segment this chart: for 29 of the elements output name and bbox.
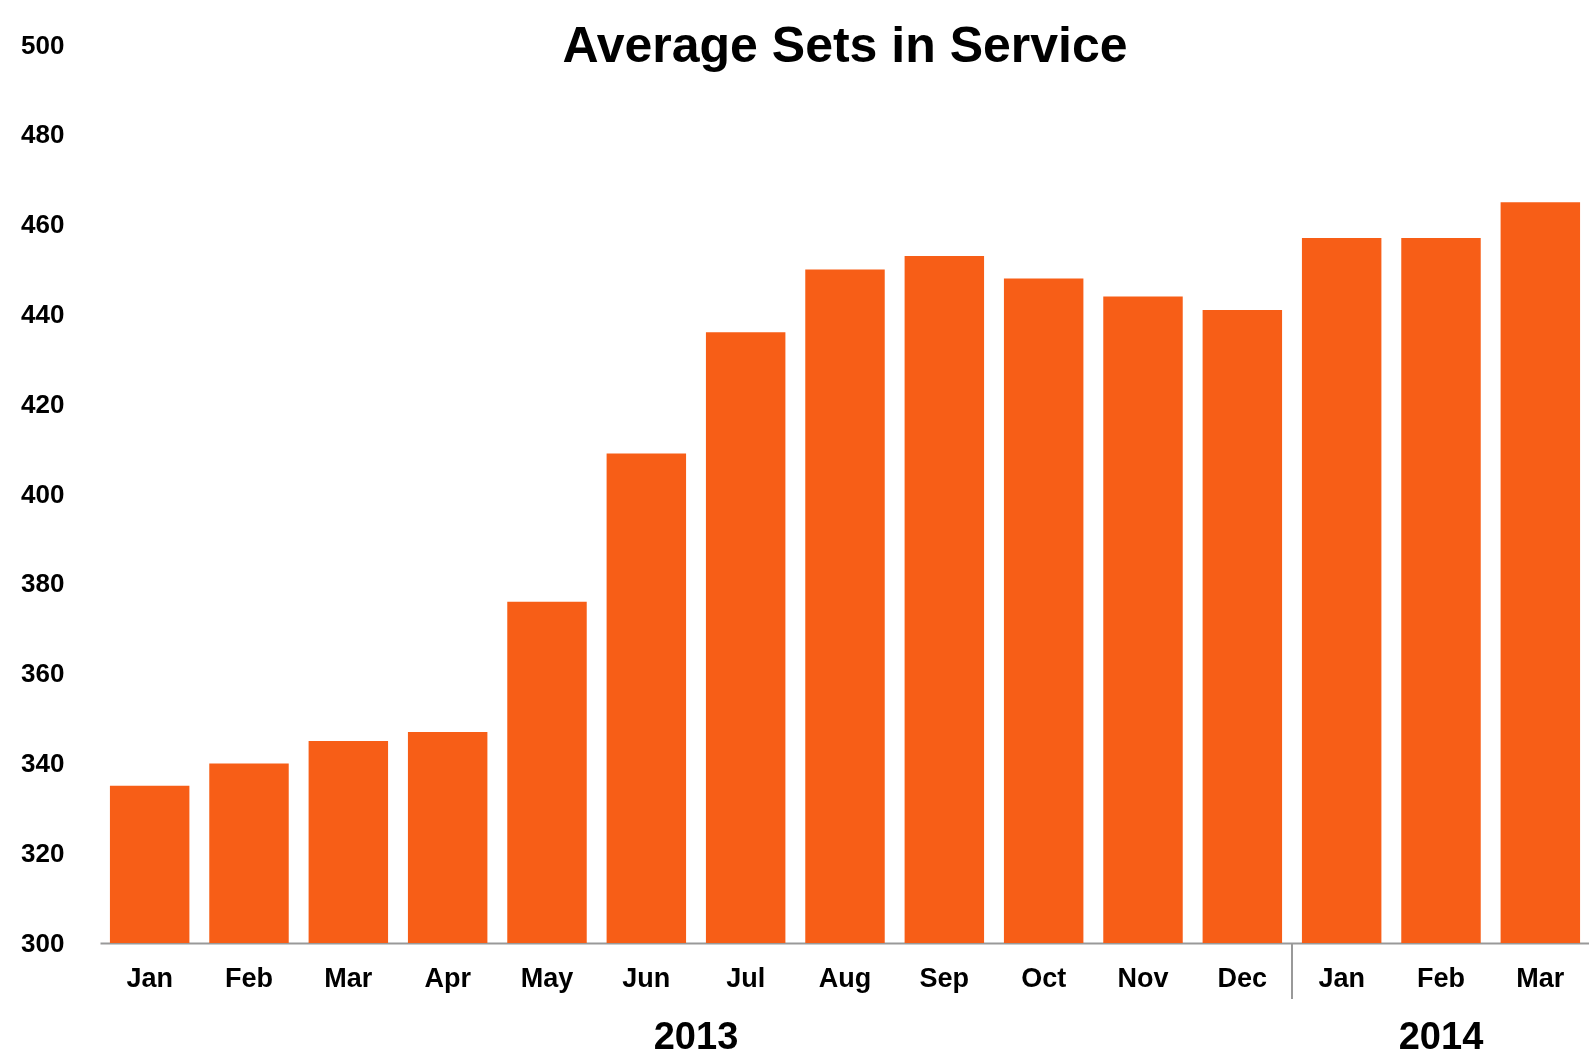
x-tick-label: Feb [1416, 962, 1466, 993]
x-tick-label: Feb [224, 962, 274, 993]
x-tick-label: Jan [1318, 962, 1365, 993]
y-tick-label: 500 [21, 29, 65, 60]
y-tick-label: 340 [21, 747, 65, 778]
y-tick-label: 480 [21, 119, 65, 150]
y-tick-label: 440 [21, 298, 65, 329]
chart-title: Average Sets in Service [562, 17, 1128, 73]
x-tick-label: Sep [919, 962, 970, 993]
y-tick-label: 360 [21, 658, 65, 689]
text: 2014 [1398, 1015, 1484, 1056]
x-tick-label: Jun [622, 962, 671, 993]
y-tick-label: 300 [21, 927, 65, 958]
x-tick-label: Aug [818, 962, 872, 993]
x-tick-label: Mar [324, 962, 373, 993]
x-tick-label: May [520, 962, 574, 993]
y-tick-label: 420 [21, 388, 65, 419]
x-tick-label: Dec [1217, 962, 1268, 993]
x-tick-label: Mar [1516, 962, 1565, 993]
text: 2013 [653, 1015, 739, 1056]
y-tick-label: 380 [21, 568, 65, 599]
x-tick-label: Jul [726, 962, 766, 993]
y-tick-label: 460 [21, 209, 65, 240]
x-tick-label: Nov [1117, 962, 1169, 993]
y-tick-label: 400 [21, 478, 65, 509]
y-tick-label: 320 [21, 837, 65, 868]
x-tick-label: Jan [126, 962, 173, 993]
x-tick-label: Apr [424, 962, 472, 993]
x-tick-label: Oct [1021, 962, 1067, 993]
